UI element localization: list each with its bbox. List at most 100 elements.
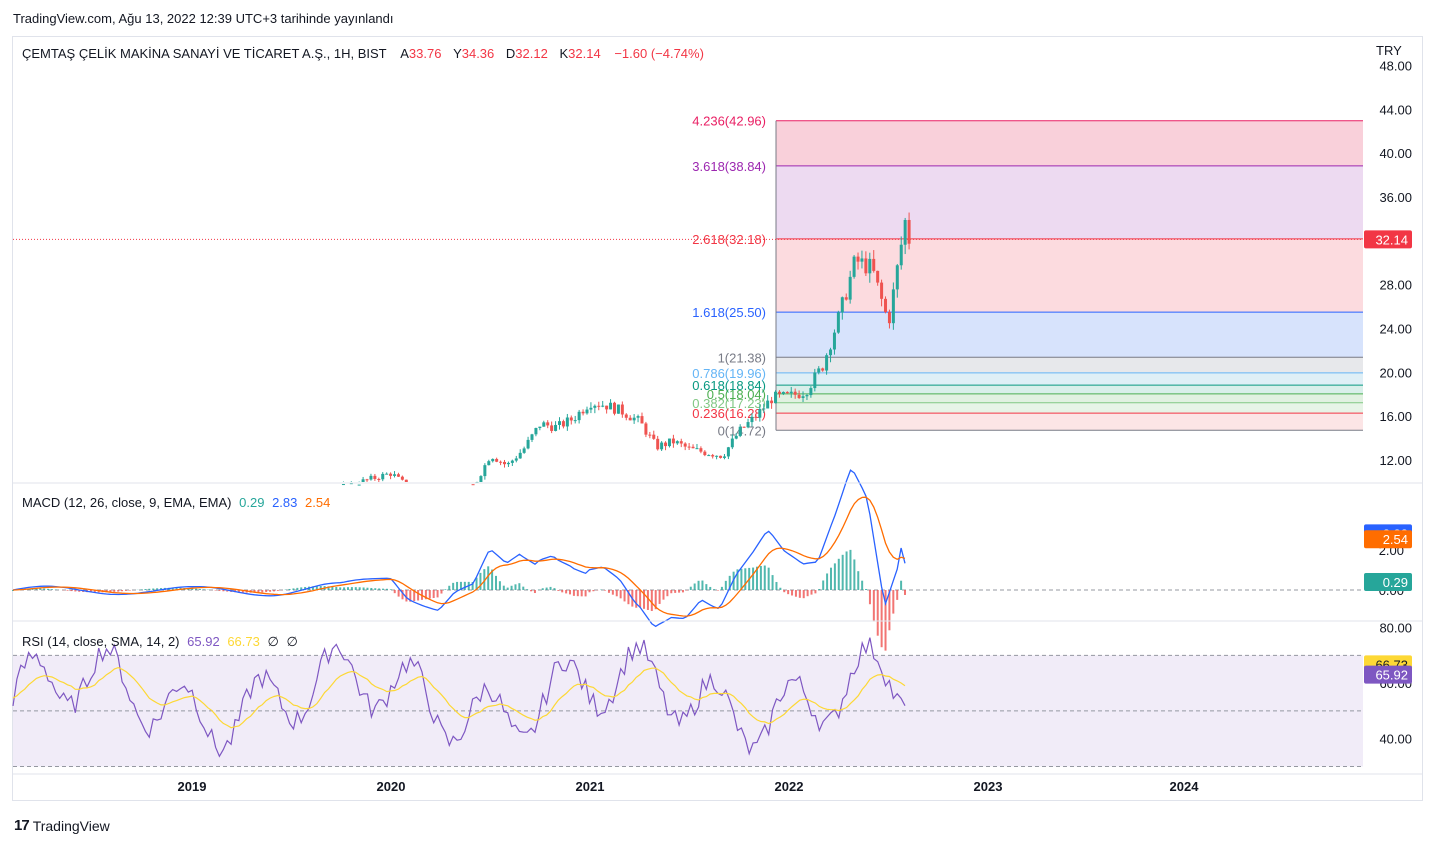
macd-histogram-bar [405,590,408,602]
macd-histogram-bar [428,590,431,599]
candle-body [730,438,734,448]
macd-histogram-bar [553,588,556,590]
macd-histogram-bar [904,590,906,595]
candle-body [585,409,589,414]
candle-body [628,417,632,421]
candle-body [506,462,510,465]
macd-histogram-bar [121,590,124,592]
macd-histogram-bar [311,586,314,590]
macd-legend[interactable]: MACD (12, 26, close, 9, EMA, EMA) 0.29 2… [22,495,334,510]
macd-histogram-bar [791,590,794,596]
candle-body [518,452,522,459]
macd-signal-line [12,496,906,617]
candle-body [770,400,774,404]
macd-histogram-bar [296,587,299,590]
macd-histogram-bar [292,588,295,590]
hist-badge-bg [1364,573,1412,591]
macd-histogram-bar [401,590,404,600]
change-value: −1.60 (−4.74%) [614,46,704,61]
macd-histogram-bar [12,590,14,591]
fib-level-label: 0.236(16.28) [692,406,766,421]
macd-histogram-bar [806,590,809,597]
candle-body [385,473,389,475]
macd-histogram-bar [156,588,159,590]
candle-body [601,405,605,407]
macd-histogram-bar [389,589,392,590]
macd-histogram-bar [43,588,46,590]
macd-histogram-bar [471,581,474,590]
hist-badge: 0.29 [1383,575,1408,590]
macd-histogram-bar [837,558,840,590]
macd-histogram-bar [853,559,856,590]
macd-histogram-bar [868,590,871,605]
fib-level-label: 3.618(38.84) [692,159,766,174]
symbol-title[interactable]: ÇEMTAŞ ÇELİK MAKİNA SANAYİ VE TİCARET A.… [22,46,387,61]
candle-body [483,465,487,477]
price-tick-label: 28.00 [1379,278,1412,293]
macd-histogram-bar [160,588,163,590]
candle-body [754,416,758,418]
tradingview-logo-text: TradingView [32,817,110,834]
low-value: 32.12 [515,46,548,61]
macd-histogram-bar [304,586,307,590]
candle-body [762,408,766,410]
candle-body [565,417,569,427]
candle-body [711,455,715,457]
symbol-legend[interactable]: ÇEMTAŞ ÇELİK MAKİNA SANAYİ VE TİCARET A.… [22,46,708,61]
candle-body [856,256,860,262]
macd-histogram-bar [689,586,692,590]
candle-body [557,421,561,425]
candle-body [648,434,652,436]
candle-body [836,312,840,333]
price-pane: 4.236(42.96) 3.618(38.84) 2.618(32.18) 1.61… [13,114,1363,486]
candle-body [860,258,864,262]
macd-legend-hist: 0.29 [239,495,265,510]
macd-histogram-bar [93,590,96,593]
chart-frame[interactable] [12,36,1423,801]
macd-histogram-bar [674,590,677,593]
x-tick-label: 2024 [1170,779,1200,794]
macd-histogram-bar [152,588,155,590]
fib-level-label: 1.618(25.50) [692,305,766,320]
macd-histogram-bar [526,589,529,590]
tradingview-logo[interactable]: 17 TradingView [14,817,110,834]
macd-histogram-bar [265,590,268,593]
macd-histogram-bar [755,566,758,590]
macd-histogram-bar [569,590,572,595]
macd-histogram-bar [681,590,684,593]
rsi-legend[interactable]: RSI (14, close, SMA, 14, 2) 65.92 66.73 … [22,634,302,650]
macd-histogram-bar [810,590,813,595]
macd-histogram-bar [393,590,396,594]
candle-body [742,426,746,428]
macd-histogram-bar [662,590,665,600]
macd-histogram-bar [39,588,42,590]
macd-legend-signal: 2.54 [305,495,331,510]
macd-histogram-bar [900,580,903,590]
macd-histogram-bar [78,590,81,592]
candle-body [679,441,683,444]
candle-body [664,442,668,447]
macd-histogram-bar [880,590,883,648]
macd-histogram-bar [117,590,120,592]
candle-body [522,448,526,453]
candle-body [499,461,503,463]
macd-histogram-bar [35,588,38,590]
candle-body [691,446,695,449]
macd-histogram-bar [670,590,673,594]
macd-histogram-bar [440,590,443,594]
candle-body [715,455,719,457]
candle-body [656,438,660,450]
x-tick-label: 2023 [974,779,1003,794]
rsi-tick-label: 40.00 [1379,732,1412,747]
candle-body [640,416,644,424]
candle-body [581,411,585,414]
macd-histogram-bar [479,572,482,590]
candle-body [848,276,852,300]
macd-histogram-bar [802,590,805,599]
candle-body [389,473,393,476]
rsi-line [12,637,906,758]
x-tick-label: 2022 [775,779,804,794]
macd-histogram-bar [588,590,591,593]
x-tick-label: 2021 [576,779,605,794]
